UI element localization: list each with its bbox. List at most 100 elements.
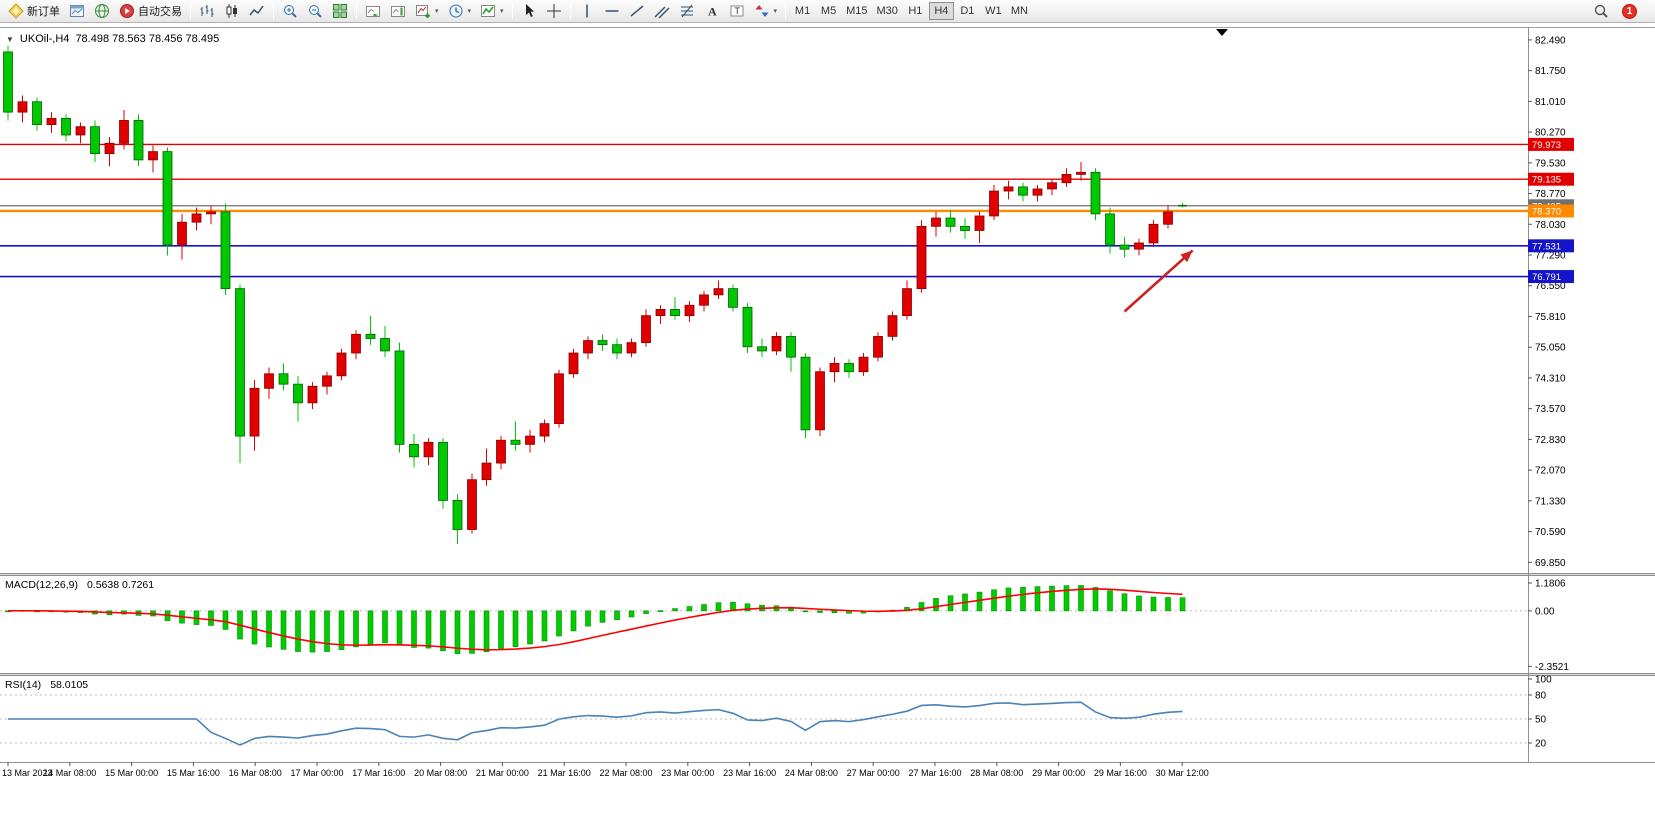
trend-arrow-annotation[interactable]	[1123, 249, 1194, 313]
text-icon: A	[708, 5, 717, 19]
one-click-trading-arrow[interactable]: ▼	[6, 34, 14, 44]
candle-body	[206, 211, 216, 215]
notification-badge[interactable]: 1	[1622, 3, 1637, 19]
candle-body	[815, 371, 825, 431]
timeframe-M30[interactable]: M30	[872, 2, 901, 20]
macd-histogram-bar	[498, 610, 504, 650]
macd-histogram-bar	[1049, 585, 1055, 612]
community-button[interactable]	[90, 1, 114, 21]
candlestick-button[interactable]	[220, 1, 244, 21]
arrows-button[interactable]: ▾	[750, 1, 782, 21]
trendline-button[interactable]	[625, 1, 649, 21]
horizontal-level-lines[interactable]	[0, 143, 1528, 278]
zoom-in-button[interactable]	[278, 1, 302, 21]
toolbar-separator	[273, 3, 274, 19]
trendline-icon	[630, 5, 644, 17]
macd-histogram-bar	[614, 610, 620, 620]
candle-body	[699, 294, 709, 306]
channel-button[interactable]	[650, 1, 674, 21]
new-chart-button[interactable]: ▾	[411, 1, 443, 21]
timeframe-MN[interactable]: MN	[1007, 2, 1032, 20]
chart-shift-button[interactable]	[386, 1, 410, 21]
indicators-icon	[481, 5, 496, 17]
candle-body	[1163, 211, 1173, 225]
horizontal-line-button[interactable]	[600, 1, 624, 21]
candle-body	[409, 443, 419, 458]
candle-body	[525, 435, 535, 445]
timeframe-M5[interactable]: M5	[816, 2, 841, 20]
candle-body	[829, 362, 840, 373]
time-tick-label: 16 Mar 08:00	[229, 768, 282, 778]
new-order-button[interactable]: 新订单	[4, 1, 64, 21]
rsi-layer: 100 80 50 20	[0, 675, 1552, 750]
macd-histogram-bar	[672, 608, 678, 612]
time-tick-label: 27 Mar 00:00	[847, 768, 900, 778]
macd-histogram-bar	[628, 610, 635, 618]
candle-body	[104, 142, 115, 155]
price-tick-label: 78.770	[1535, 189, 1566, 200]
macd-histogram-bar	[918, 602, 925, 612]
price-badge-label: 78.370	[1532, 206, 1561, 217]
macd-histogram-bar	[1150, 596, 1157, 612]
text-label-button[interactable]: T	[725, 1, 749, 21]
cursor-button[interactable]	[517, 1, 541, 21]
time-tick-label: 22 Mar 08:00	[599, 768, 652, 778]
macd-histogram-bar	[469, 610, 475, 654]
macd-histogram-bar	[802, 610, 809, 613]
candle-body	[148, 151, 158, 161]
price-chart[interactable]: 82.490 81.750 81.010 80.270 79.530 78.770 78.0…	[0, 23, 1655, 828]
macd-histogram-bar	[1020, 586, 1026, 612]
indicators-button[interactable]: ▾	[476, 1, 508, 21]
timeframe-W1[interactable]: W1	[981, 2, 1006, 20]
zoom-out-button[interactable]	[303, 1, 327, 21]
time-tick-label: 15 Mar 16:00	[167, 768, 220, 778]
chart-window[interactable]: 82.490 81.750 81.010 80.270 79.530 78.770 78.0…	[0, 23, 1655, 828]
macd-histogram-bar	[208, 610, 214, 626]
chart-title: ▼ UKOil-,H4 78.498 78.563 78.456 78.495	[6, 33, 219, 45]
line-chart-button[interactable]	[245, 1, 269, 21]
macd-histogram-bar	[527, 610, 533, 645]
timeframe-H4[interactable]: H4	[928, 2, 954, 20]
bar-chart-button[interactable]	[195, 1, 219, 21]
price-tick-label: 82.490	[1535, 35, 1566, 46]
fibonacci-button[interactable]	[675, 1, 699, 21]
macd-histogram-bar	[541, 610, 548, 642]
profiles-clock-icon	[449, 4, 463, 18]
macd-histogram-bar	[1179, 597, 1186, 612]
macd-axis-label: 0.00	[1535, 606, 1555, 617]
text-button[interactable]: A	[700, 1, 724, 21]
macd-histogram-bar	[570, 610, 577, 632]
candle-body	[510, 439, 521, 445]
vertical-line-button[interactable]	[575, 1, 599, 21]
macd-histogram-bar	[454, 610, 461, 655]
macd-histogram-bar	[440, 610, 446, 652]
new-chart-icon	[416, 5, 430, 18]
search-button[interactable]	[1589, 1, 1613, 21]
chart-window-button[interactable]	[65, 1, 89, 21]
timeframe-H1[interactable]: H1	[903, 2, 928, 20]
candle-body	[1032, 188, 1043, 196]
crosshair-button[interactable]	[542, 1, 566, 21]
price-tick-label: 71.330	[1535, 496, 1566, 507]
chart-shift-marker[interactable]	[1216, 29, 1228, 36]
timeframe-M15[interactable]: M15	[842, 2, 871, 20]
candle-body	[133, 120, 144, 161]
tile-windows-button[interactable]	[328, 1, 352, 21]
time-tick-label: 27 Mar 16:00	[908, 768, 961, 778]
timeframe-D1[interactable]: D1	[955, 2, 980, 20]
candle-body	[1018, 186, 1028, 196]
candle-body	[119, 120, 129, 144]
timeframe-M1[interactable]: M1	[790, 2, 815, 20]
macd-histogram-bar	[324, 610, 330, 652]
macd-histogram-bar	[744, 603, 751, 612]
auto-trading-button[interactable]: 自动交易	[115, 1, 186, 21]
macd-histogram-bar	[512, 610, 519, 647]
candle-body	[684, 304, 695, 317]
candle-body	[220, 211, 231, 290]
candle-body	[1061, 174, 1072, 184]
profiles-button[interactable]: ▾	[444, 1, 476, 21]
auto-scroll-button[interactable]	[361, 1, 385, 21]
vertical-line-icon	[585, 4, 588, 18]
macd-histogram-bar	[382, 610, 388, 644]
